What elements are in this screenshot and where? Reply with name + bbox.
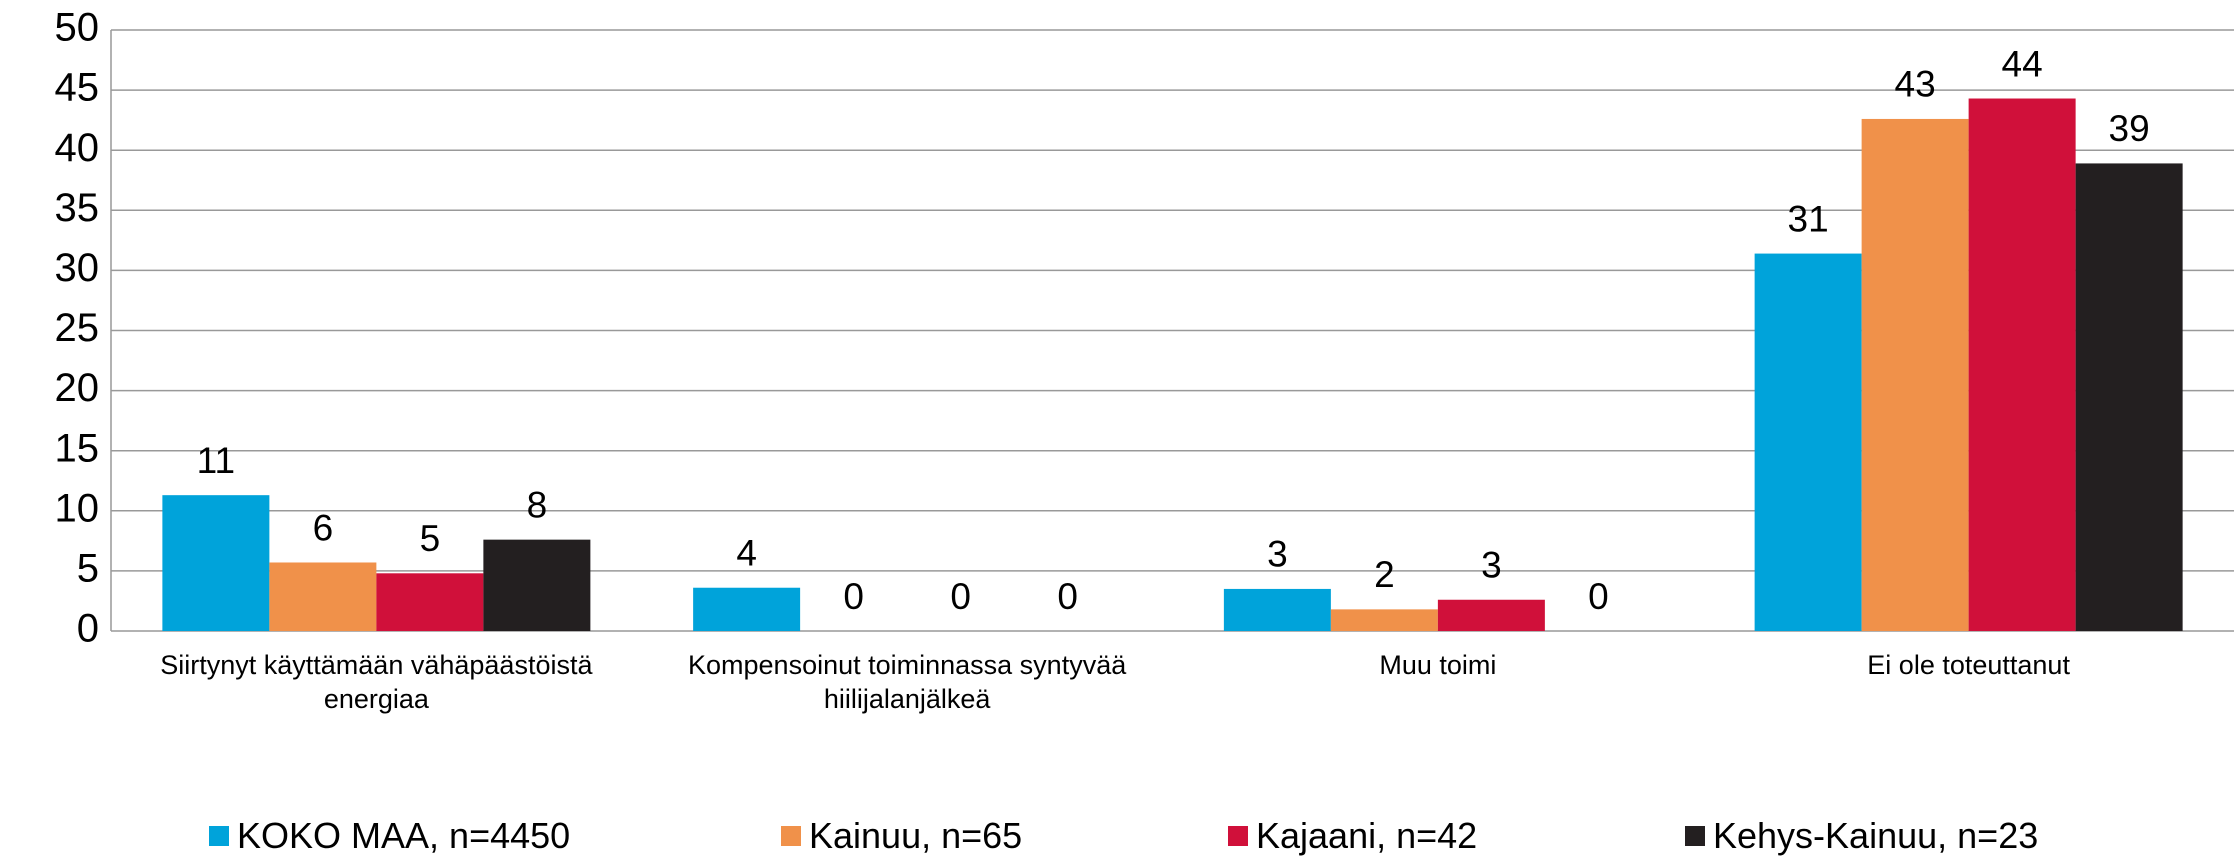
y-tick-label: 20	[55, 366, 100, 410]
legend-swatch	[781, 826, 801, 846]
data-label: 3	[1267, 534, 1288, 575]
legend-label: KOKO MAA, n=4450	[237, 815, 571, 856]
data-label: 43	[1895, 64, 1936, 105]
legend-item: Kainuu, n=65	[781, 815, 1022, 856]
data-label: 0	[1588, 576, 1609, 617]
data-label: 3	[1481, 545, 1502, 586]
legend-swatch	[209, 826, 229, 846]
bar	[483, 539, 591, 631]
data-label: 44	[2002, 43, 2043, 84]
y-tick-label: 15	[55, 426, 100, 470]
bar	[162, 495, 270, 631]
data-label: 0	[843, 576, 864, 617]
data-label: 0	[1057, 576, 1078, 617]
y-tick-label: 5	[77, 546, 99, 590]
y-tick-label: 50	[55, 6, 100, 50]
x-tick-label: Siirtynyt käyttämään vähäpäästöistä ener…	[160, 650, 593, 714]
bar	[1754, 253, 1862, 631]
legend-label: Kainuu, n=65	[809, 815, 1023, 856]
bar	[1330, 609, 1438, 631]
bar	[1968, 98, 2076, 632]
data-label: 0	[950, 576, 971, 617]
bar	[1223, 588, 1331, 631]
data-label: 6	[313, 507, 334, 548]
bar	[693, 587, 801, 631]
data-label: 31	[1788, 198, 1829, 239]
data-label: 8	[527, 484, 548, 525]
x-tick-label: Kompensoinut toiminnassa syntyvää hiilij…	[688, 650, 1127, 714]
y-tick-label: 0	[77, 607, 99, 651]
bar	[1861, 118, 1969, 631]
bar	[1437, 599, 1545, 631]
data-label: 39	[2109, 108, 2150, 149]
legend-swatch	[1685, 826, 1705, 846]
y-tick-label: 35	[55, 186, 100, 230]
legend-label: Kehys-Kainuu, n=23	[1713, 815, 2039, 856]
legend-swatch	[1228, 826, 1248, 846]
bar	[2075, 163, 2183, 631]
y-tick-label: 45	[55, 66, 100, 110]
legend-item: Kajaani, n=42	[1228, 815, 1477, 856]
legend-item: KOKO MAA, n=4450	[209, 815, 570, 856]
bar	[376, 573, 484, 631]
x-tick-label: Ei ole toteuttanut	[1867, 650, 2070, 680]
data-label: 5	[420, 518, 441, 559]
legend-label: Kajaani, n=42	[1256, 815, 1478, 856]
x-tick-label: Muu toimi	[1379, 650, 1497, 680]
data-label: 4	[736, 533, 757, 574]
data-label: 2	[1374, 554, 1395, 595]
bar	[269, 562, 377, 631]
y-tick-label: 10	[55, 486, 100, 530]
data-label: 11	[197, 440, 235, 481]
y-tick-label: 30	[55, 246, 100, 290]
y-tick-label: 40	[55, 126, 100, 170]
y-tick-label: 25	[55, 306, 100, 350]
legend-item: Kehys-Kainuu, n=23	[1685, 815, 2038, 856]
